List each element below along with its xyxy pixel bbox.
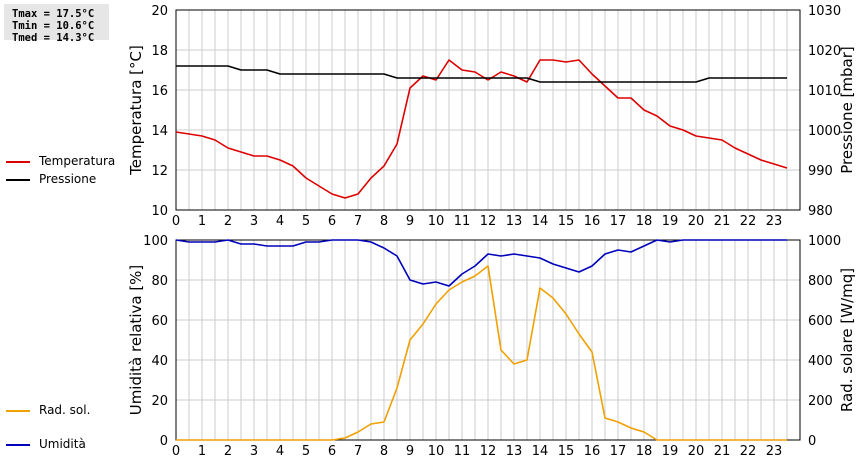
y-tick-label-left: 60 xyxy=(151,314,168,329)
y-tick-label-right: 200 xyxy=(808,394,833,409)
x-tick-label: 15 xyxy=(558,214,575,229)
x-tick-label: 16 xyxy=(584,214,601,229)
x-tick-label: 14 xyxy=(532,444,549,459)
y-tick-label-right: 1010 xyxy=(808,84,841,99)
chart-panel-2: 0 1 2 3 4 5 6 7 8 9 10 11 12 13 14 15 16 17 18 19 20 21 22 2302… xyxy=(127,234,856,459)
x-tick-label: 12 xyxy=(480,214,497,229)
x-tick-label: 4 xyxy=(276,214,284,229)
x-tick-label: 3 xyxy=(250,214,258,229)
x-tick-label: 7 xyxy=(354,444,362,459)
x-tick-label: 3 xyxy=(250,444,258,459)
y-tick-label-right: 980 xyxy=(808,204,833,219)
x-tick-label: 20 xyxy=(688,444,705,459)
x-tick-label: 12 xyxy=(480,444,497,459)
y-tick-label-right: 990 xyxy=(808,164,833,179)
chart-panel-1: 0 1 2 3 4 5 6 7 8 9 10 11 12 13 14 15 16 17 18 19 20 21 22 2310… xyxy=(127,4,856,229)
stats-box: Tmax = 17.5°C Tmin = 10.6°C Tmed = 14.3°… xyxy=(4,4,109,44)
x-tick-label: 21 xyxy=(714,444,731,459)
x-tick-label: 5 xyxy=(302,444,310,459)
y-tick-label-left: 18 xyxy=(151,44,168,59)
plot-frame xyxy=(175,9,801,211)
y-tick-label-left: 20 xyxy=(151,394,168,409)
x-tick-label: 20 xyxy=(688,214,705,229)
x-tick-label: 11 xyxy=(454,214,471,229)
x-tick-label: 2 xyxy=(224,444,232,459)
y-tick-label-right: 600 xyxy=(808,314,833,329)
y-tick-label-left: 80 xyxy=(151,274,168,289)
legend-swatch-pressione xyxy=(6,179,30,181)
x-tick-label: 0 xyxy=(172,214,180,229)
y-tick-label-right: 400 xyxy=(808,354,833,369)
tmin-label: Tmin = 10.6°C xyxy=(12,20,95,32)
y-tick-label-left: 10 xyxy=(151,204,168,219)
x-tick-label: 22 xyxy=(740,444,757,459)
x-tick-label: 6 xyxy=(328,444,336,459)
y-tick-label-left: 20 xyxy=(151,4,168,19)
x-tick-label: 8 xyxy=(380,444,388,459)
legend-swatch-umidita xyxy=(6,444,30,446)
y-tick-label-right: 1030 xyxy=(808,4,841,19)
x-tick-label: 2 xyxy=(224,214,232,229)
y-axis-label-right: Rad. solare [W/mq] xyxy=(838,268,856,412)
y-tick-label-left: 16 xyxy=(151,84,168,99)
x-tick-label: 11 xyxy=(454,444,471,459)
x-tick-label: 23 xyxy=(766,444,783,459)
tmed-label: Tmed = 14.3°C xyxy=(12,32,95,44)
x-tick-label: 18 xyxy=(636,214,653,229)
x-tick-label: 8 xyxy=(380,214,388,229)
y-tick-label-right: 1020 xyxy=(808,44,841,59)
series-line-temperatura xyxy=(175,59,788,199)
y-tick-label-left: 12 xyxy=(151,164,168,179)
x-tick-label: 10 xyxy=(428,444,445,459)
x-tick-label: 9 xyxy=(406,214,414,229)
x-tick-label: 9 xyxy=(406,444,414,459)
legend-label-pressione: Pressione xyxy=(39,172,97,186)
x-tick-label: 17 xyxy=(610,444,627,459)
y-tick-label-right: 0 xyxy=(808,434,816,449)
legend-swatch-rad-sol xyxy=(6,410,30,412)
x-tick-label: 1 xyxy=(198,214,206,229)
series-line-pressione xyxy=(176,65,787,83)
y-axis-label-left: Temperatura [°C] xyxy=(127,45,145,176)
legend-swatch-temperatura xyxy=(6,161,30,163)
x-tick-label: 5 xyxy=(302,214,310,229)
x-tick-label: 17 xyxy=(610,214,627,229)
y-tick-label-left: 14 xyxy=(151,124,168,139)
x-tick-label: 13 xyxy=(506,214,523,229)
series-line-umidit xyxy=(175,239,787,287)
y-tick-label-right: 1000 xyxy=(808,124,841,139)
plot-frame xyxy=(175,239,801,441)
y-tick-label-right: 800 xyxy=(808,274,833,289)
x-tick-label: 4 xyxy=(276,444,284,459)
x-tick-label: 1 xyxy=(198,444,206,459)
x-tick-label: 6 xyxy=(328,214,336,229)
legend-label-rad-sol: Rad. sol. xyxy=(39,403,91,417)
x-tick-label: 19 xyxy=(662,214,679,229)
x-tick-label: 14 xyxy=(532,214,549,229)
legend-label-temperatura: Temperatura xyxy=(39,154,116,168)
y-tick-label-left: 40 xyxy=(151,354,168,369)
x-tick-label: 16 xyxy=(584,444,601,459)
x-tick-label: 19 xyxy=(662,444,679,459)
x-tick-label: 0 xyxy=(172,444,180,459)
y-tick-label-left: 0 xyxy=(160,434,168,449)
x-tick-label: 7 xyxy=(354,214,362,229)
series-line-rad-sol xyxy=(176,265,787,441)
x-tick-label: 10 xyxy=(428,214,445,229)
x-tick-label: 23 xyxy=(766,214,783,229)
x-tick-label: 22 xyxy=(740,214,757,229)
y-tick-label-right: 1000 xyxy=(808,234,841,249)
x-tick-label: 15 xyxy=(558,444,575,459)
x-tick-label: 13 xyxy=(506,444,523,459)
y-axis-label-left: Umidità relativa [%] xyxy=(127,265,145,416)
x-tick-label: 18 xyxy=(636,444,653,459)
y-axis-label-right: Pressione [mbar] xyxy=(838,46,856,174)
tmax-label: Tmax = 17.5°C xyxy=(12,8,95,20)
y-tick-label-left: 100 xyxy=(143,234,168,249)
legend-label-umidita: Umidità xyxy=(39,437,86,451)
x-tick-label: 21 xyxy=(714,214,731,229)
